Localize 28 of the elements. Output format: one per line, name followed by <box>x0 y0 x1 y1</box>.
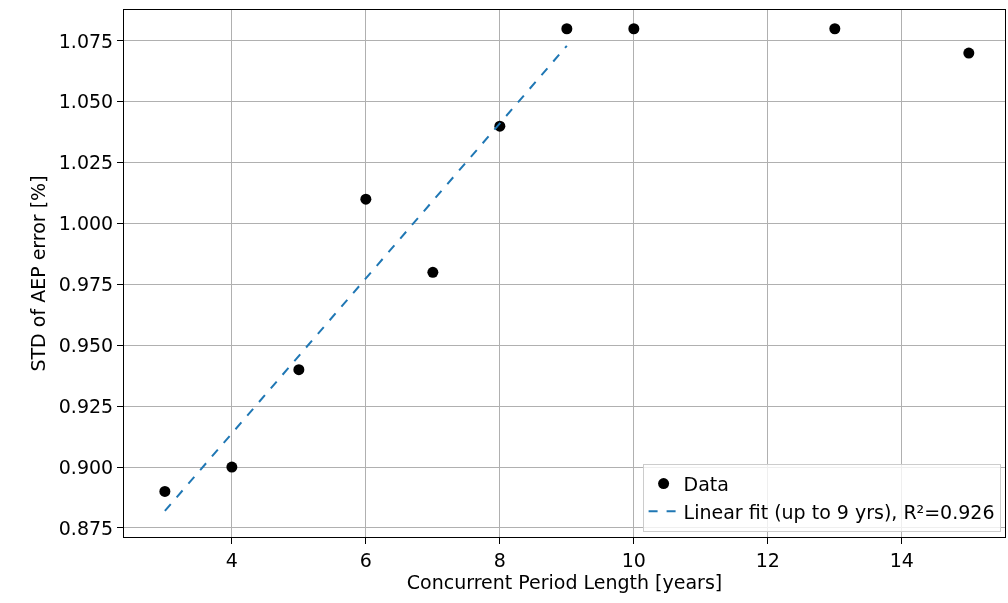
x-tick-label: 6 <box>359 548 372 571</box>
point <box>561 23 573 35</box>
y-tick-label: 0.900 <box>58 455 114 478</box>
y-tick-label: 1.025 <box>58 151 114 174</box>
x-tick-label: 8 <box>493 548 506 571</box>
y-axis-title: STD of AEP error [%] <box>26 175 49 372</box>
y-tick-label: 0.975 <box>58 273 114 296</box>
point <box>829 23 841 35</box>
x-tick-label: 10 <box>621 548 646 571</box>
x-tick-label: 14 <box>889 548 914 571</box>
legend-label: Data <box>683 472 729 495</box>
point <box>427 266 439 278</box>
x-axis-title: Concurrent Period Length [years] <box>406 570 723 593</box>
y-tick-label: 1.000 <box>58 212 114 235</box>
point <box>226 461 238 473</box>
x-tick-label: 4 <box>225 548 238 571</box>
point <box>360 193 372 205</box>
y-tick-label: 1.050 <box>58 90 114 113</box>
point <box>963 47 975 59</box>
y-tick-label: 1.075 <box>58 29 114 52</box>
point <box>159 485 171 497</box>
y-tick-label: 0.925 <box>58 394 114 417</box>
x-tick-label: 12 <box>755 548 780 571</box>
y-tick-label: 0.950 <box>58 333 114 356</box>
point <box>293 364 305 376</box>
point <box>628 23 640 35</box>
y-tick-label: 0.875 <box>58 516 114 539</box>
legend-label: Linear fit (up to 9 yrs), R²=0.926 <box>683 500 995 523</box>
